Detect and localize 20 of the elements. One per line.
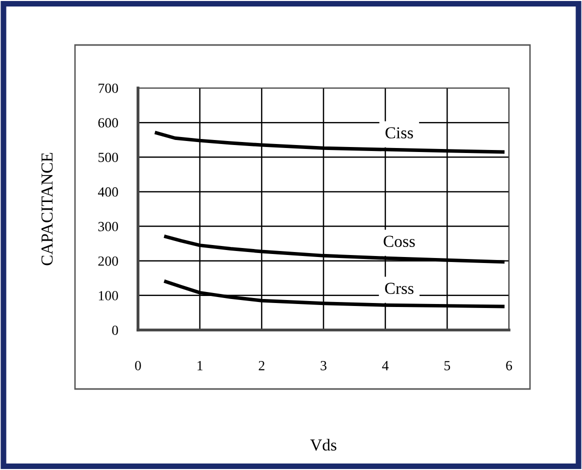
y-tick-label: 700	[98, 84, 118, 93]
x-tick-label: 3	[320, 360, 326, 370]
x-tick-label: 6	[506, 360, 512, 370]
x-axis-title: Vds	[310, 438, 336, 451]
series-label: Coss	[384, 236, 415, 247]
y-tick-label: 600	[98, 118, 118, 128]
y-tick-label: 100	[98, 291, 118, 300]
y-tick-label: 400	[98, 187, 118, 197]
y-axis-title: CAPACITANCE	[41, 152, 53, 266]
y-tick-label: 200	[98, 256, 118, 266]
x-tick-label: 5	[444, 361, 450, 370]
series-label: Ciss	[386, 127, 413, 138]
y-tick-label: 0	[112, 326, 118, 335]
x-tick-label: 4	[382, 361, 389, 370]
series-label: Crss	[385, 282, 414, 294]
x-tick-label: 0	[135, 360, 141, 370]
y-tick-label: 500	[98, 152, 118, 162]
x-tick-label: 1	[198, 361, 202, 370]
x-tick-label: 2	[258, 360, 264, 370]
y-tick-label: 300	[98, 222, 118, 232]
